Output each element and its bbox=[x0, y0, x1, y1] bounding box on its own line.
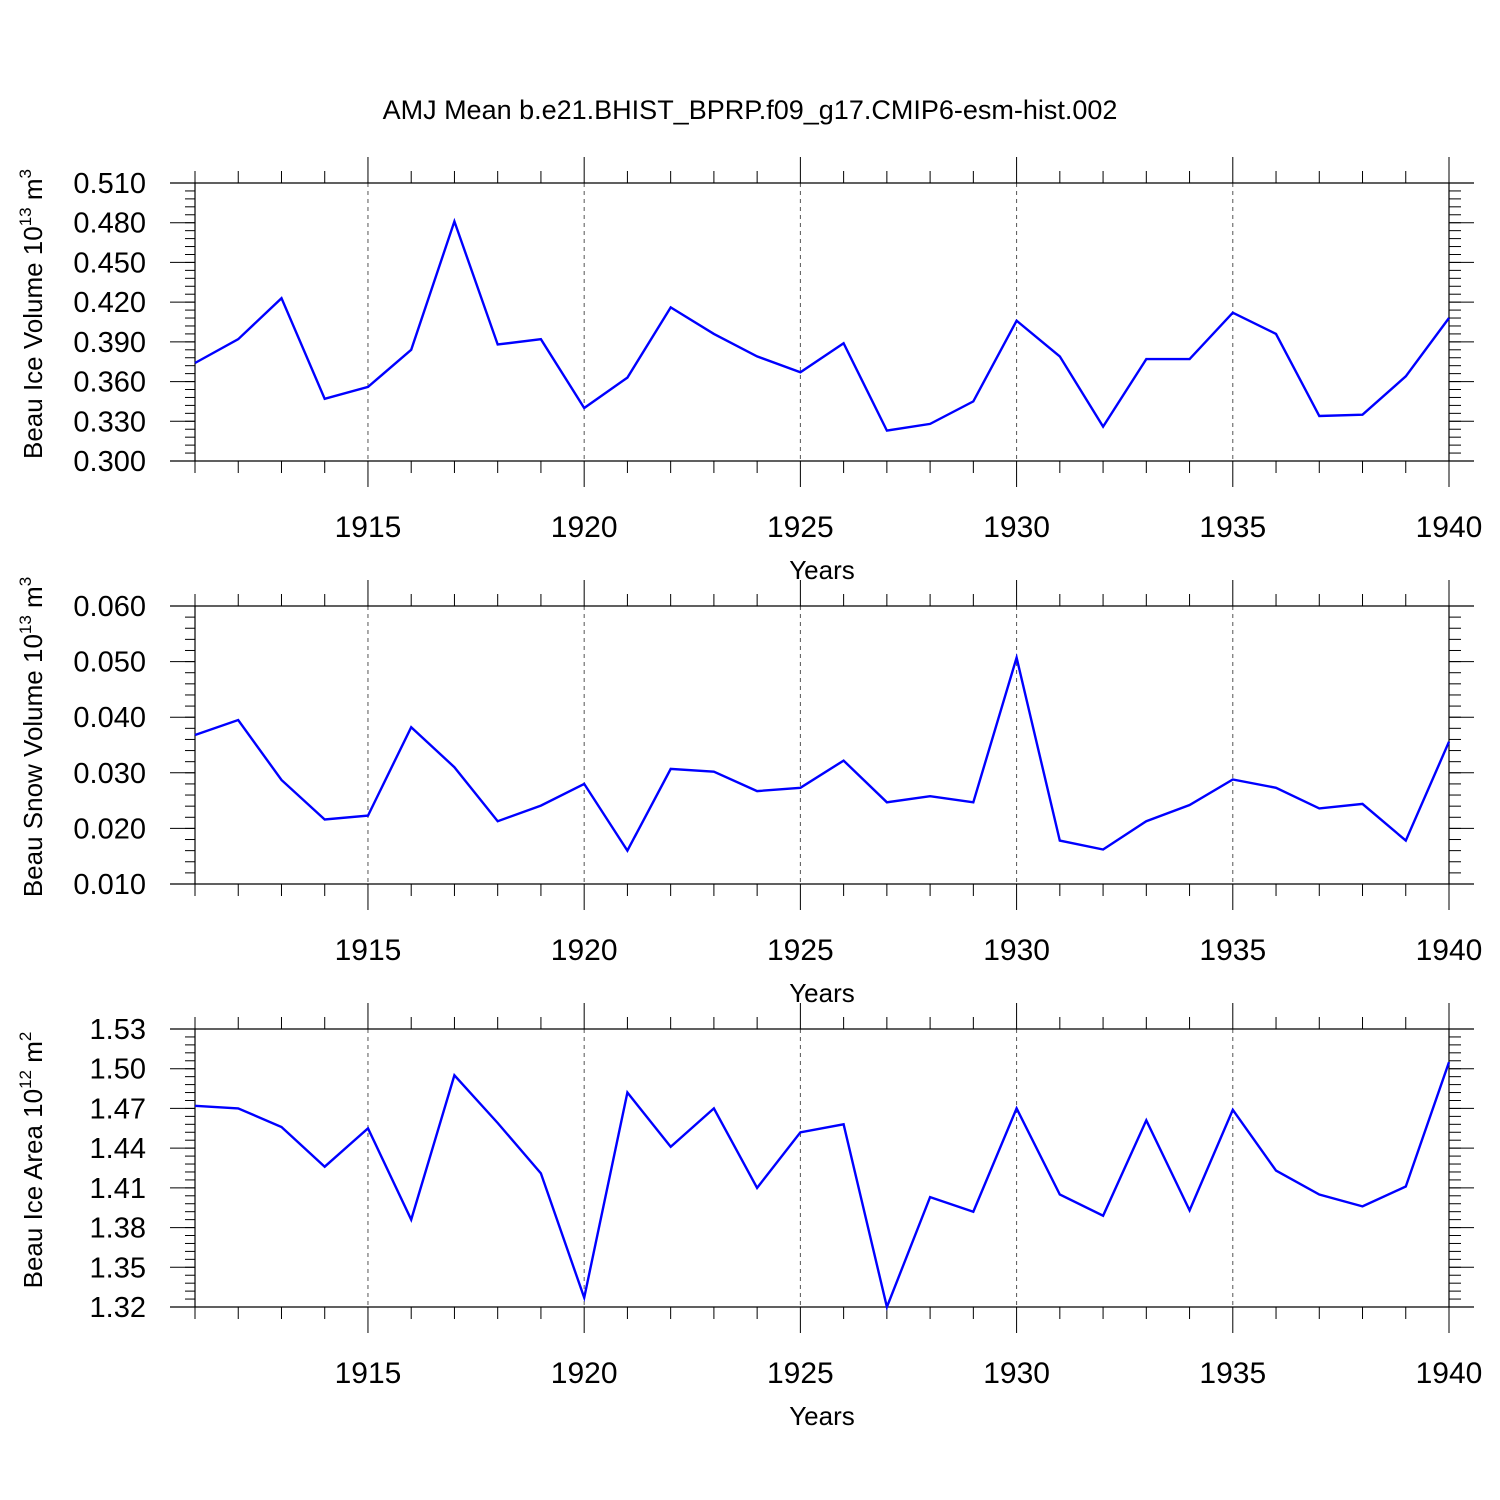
x-tick-label: 1915 bbox=[335, 511, 402, 544]
chart-panel-2: 1915 1920 1925 1930 1935 1940 Years 0.010 0.020 0… bbox=[16, 577, 1482, 1008]
y-tick-label: 0.030 bbox=[73, 758, 146, 790]
y-tick-label: 0.060 bbox=[73, 591, 146, 623]
y-tick-label: 0.300 bbox=[73, 446, 146, 478]
x-tick-label: 1930 bbox=[983, 934, 1050, 967]
x-tick-label: 1940 bbox=[1416, 934, 1483, 967]
y-tick-label: 1.35 bbox=[90, 1252, 146, 1284]
x-tick-label: 1920 bbox=[551, 934, 618, 967]
y-tick-label: 0.360 bbox=[73, 367, 146, 399]
y-tick-label: 0.480 bbox=[73, 208, 146, 240]
y-tick-label: 0.330 bbox=[73, 406, 146, 438]
y-tick-label: 0.050 bbox=[73, 647, 146, 679]
y-tick-label: 0.040 bbox=[73, 702, 146, 734]
panels: 1915 1920 1925 1930 1935 1940 Years 0.300 0.330 0… bbox=[16, 157, 1482, 1431]
y-tick-label: 1.44 bbox=[90, 1133, 146, 1165]
x-tick-label: 1930 bbox=[983, 511, 1050, 544]
x-tick-label: 1930 bbox=[983, 1357, 1050, 1390]
chart-panel-1: 1915 1920 1925 1930 1935 1940 Years 0.300 0.330 0… bbox=[16, 157, 1482, 585]
y-tick-label: 0.420 bbox=[73, 287, 146, 319]
y-axis-title: Beau Snow Volume 1013 m3 bbox=[16, 577, 48, 897]
x-tick-label: 1940 bbox=[1416, 1357, 1483, 1390]
y-axis-title: Beau Ice Volume 1013 m3 bbox=[16, 169, 48, 459]
x-axis-title: Years bbox=[789, 978, 855, 1008]
figure-title: AMJ Mean b.e21.BHIST_BPRP.f09_g17.CMIP6-… bbox=[383, 95, 1118, 125]
x-axis-title: Years bbox=[789, 1401, 855, 1431]
x-tick-label: 1925 bbox=[767, 511, 834, 544]
x-tick-label: 1915 bbox=[335, 934, 402, 967]
y-axis-title: Beau Ice Area 1012 m2 bbox=[16, 1032, 48, 1289]
series-line bbox=[194, 653, 1451, 853]
x-tick-label: 1920 bbox=[551, 1357, 618, 1390]
y-tick-label: 0.390 bbox=[73, 327, 146, 359]
y-tick-label: 0.510 bbox=[73, 168, 146, 200]
y-tick-label: 1.41 bbox=[90, 1173, 146, 1205]
y-tick-label: 1.32 bbox=[90, 1292, 146, 1324]
y-tick-label: 1.38 bbox=[90, 1213, 146, 1245]
series-line bbox=[194, 217, 1450, 432]
x-tick-label: 1925 bbox=[767, 934, 834, 967]
y-tick-label: 0.010 bbox=[73, 869, 146, 901]
y-tick-label: 1.50 bbox=[90, 1054, 146, 1086]
x-tick-label: 1935 bbox=[1199, 511, 1266, 544]
y-tick-label: 1.53 bbox=[90, 1014, 146, 1046]
x-tick-label: 1940 bbox=[1416, 511, 1483, 544]
y-tick-label: 0.020 bbox=[73, 813, 146, 845]
series-line bbox=[194, 1061, 1451, 1312]
x-tick-label: 1935 bbox=[1199, 1357, 1266, 1390]
x-tick-label: 1925 bbox=[767, 1357, 834, 1390]
y-tick-label: 1.47 bbox=[90, 1093, 146, 1125]
x-tick-label: 1920 bbox=[551, 511, 618, 544]
chart-panel-3: 1915 1920 1925 1930 1935 1940 Years 1.32 1.35 1.3… bbox=[16, 1003, 1482, 1431]
y-tick-label: 0.450 bbox=[73, 247, 146, 279]
x-axis-title: Years bbox=[789, 555, 855, 585]
x-tick-label: 1915 bbox=[335, 1357, 402, 1390]
x-tick-label: 1935 bbox=[1199, 934, 1266, 967]
